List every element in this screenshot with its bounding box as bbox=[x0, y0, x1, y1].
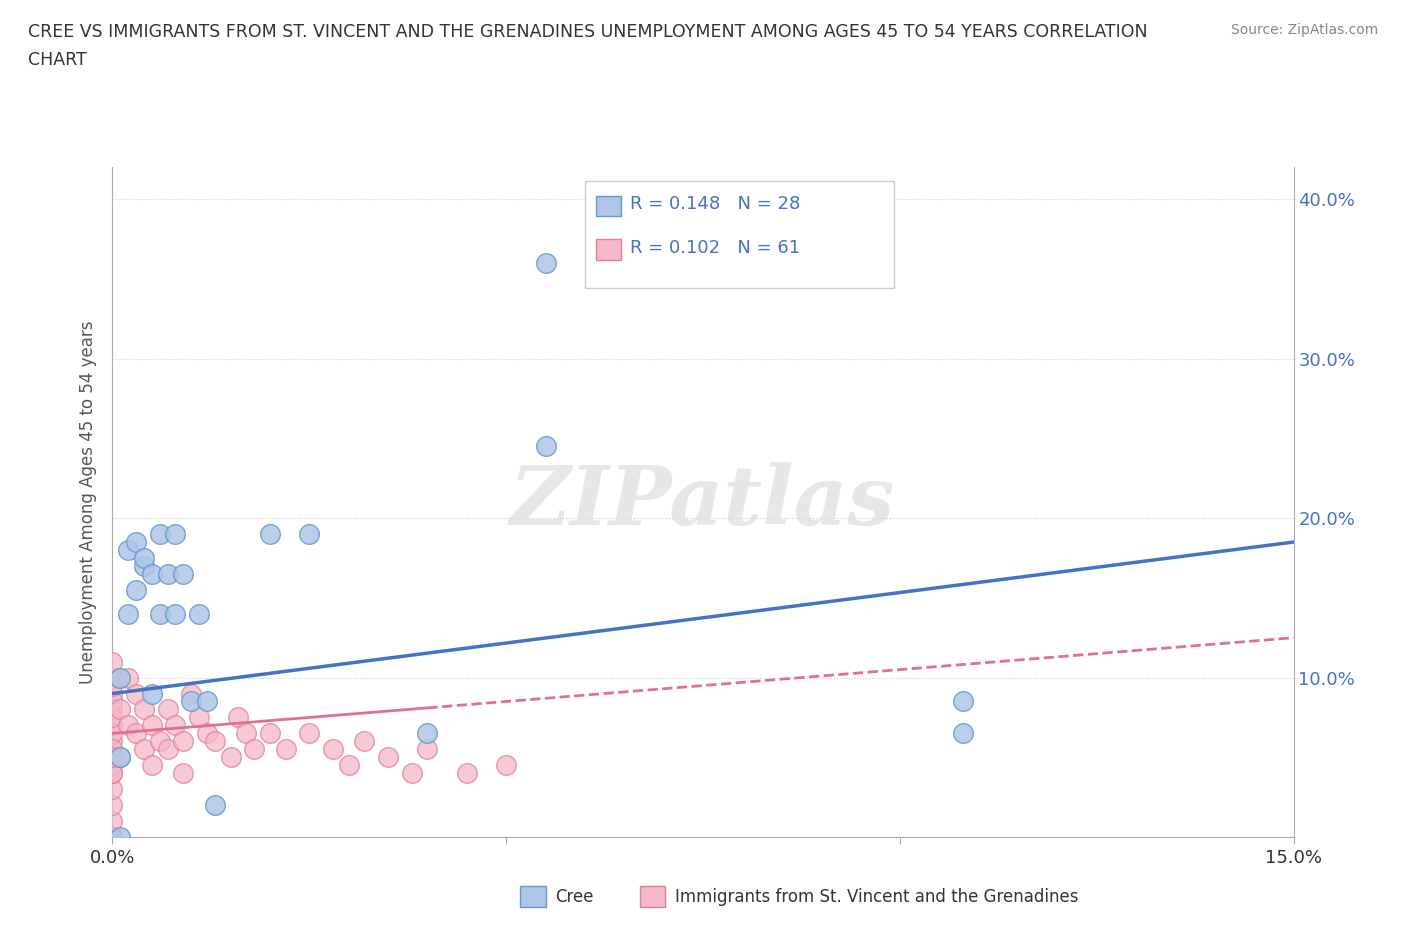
Text: R = 0.102   N = 61: R = 0.102 N = 61 bbox=[630, 239, 800, 257]
Point bbox=[101, 750, 124, 764]
Point bbox=[101, 814, 124, 829]
Point bbox=[952, 726, 974, 741]
Point bbox=[101, 830, 124, 844]
Point bbox=[141, 718, 163, 733]
Point bbox=[188, 710, 211, 724]
Point bbox=[101, 765, 124, 780]
Point bbox=[101, 830, 124, 844]
Point bbox=[416, 742, 439, 757]
Y-axis label: Unemployment Among Ages 45 to 54 years: Unemployment Among Ages 45 to 54 years bbox=[79, 321, 97, 684]
Point bbox=[172, 734, 194, 749]
Point bbox=[156, 702, 179, 717]
Point bbox=[298, 526, 321, 541]
Point bbox=[101, 710, 124, 724]
Point bbox=[101, 671, 124, 685]
Point bbox=[259, 726, 281, 741]
Point bbox=[495, 758, 517, 773]
Point bbox=[101, 694, 124, 709]
Point bbox=[377, 750, 399, 764]
Point bbox=[952, 694, 974, 709]
Point bbox=[274, 742, 297, 757]
Point bbox=[165, 606, 187, 621]
Point bbox=[110, 702, 132, 717]
Point bbox=[337, 758, 360, 773]
Point bbox=[101, 830, 124, 844]
Point bbox=[141, 566, 163, 581]
Point bbox=[172, 566, 194, 581]
Point bbox=[101, 718, 124, 733]
Point bbox=[132, 551, 155, 565]
Point bbox=[180, 686, 202, 701]
Point bbox=[204, 798, 226, 813]
Point bbox=[534, 439, 557, 454]
Point bbox=[110, 750, 132, 764]
Point bbox=[101, 750, 124, 764]
Text: Source: ZipAtlas.com: Source: ZipAtlas.com bbox=[1230, 23, 1378, 37]
Point bbox=[110, 671, 132, 685]
Text: Cree: Cree bbox=[555, 887, 593, 906]
Point bbox=[117, 718, 139, 733]
Point bbox=[156, 566, 179, 581]
Point bbox=[101, 830, 124, 844]
Point bbox=[117, 606, 139, 621]
Point bbox=[172, 765, 194, 780]
Text: ZIPatlas: ZIPatlas bbox=[510, 462, 896, 542]
Point bbox=[101, 782, 124, 797]
Point bbox=[110, 671, 132, 685]
Point bbox=[243, 742, 266, 757]
Point bbox=[101, 830, 124, 844]
Point bbox=[195, 726, 218, 741]
Point bbox=[456, 765, 478, 780]
Point bbox=[125, 686, 148, 701]
Point bbox=[125, 726, 148, 741]
Point bbox=[219, 750, 242, 764]
Point bbox=[101, 678, 124, 693]
Point bbox=[259, 526, 281, 541]
Point bbox=[101, 734, 124, 749]
Point bbox=[141, 758, 163, 773]
Point bbox=[534, 256, 557, 271]
Point bbox=[101, 742, 124, 757]
Point bbox=[101, 726, 124, 741]
Point bbox=[125, 535, 148, 550]
Point bbox=[110, 750, 132, 764]
Point bbox=[101, 758, 124, 773]
Point bbox=[156, 742, 179, 757]
Point bbox=[149, 606, 172, 621]
Point bbox=[132, 742, 155, 757]
Point bbox=[298, 726, 321, 741]
Point bbox=[165, 526, 187, 541]
Point bbox=[235, 726, 257, 741]
Point bbox=[101, 830, 124, 844]
Point bbox=[180, 694, 202, 709]
Text: R = 0.148   N = 28: R = 0.148 N = 28 bbox=[630, 195, 800, 213]
Point bbox=[101, 654, 124, 669]
Point bbox=[322, 742, 344, 757]
Point bbox=[228, 710, 250, 724]
Point bbox=[141, 686, 163, 701]
Point bbox=[132, 702, 155, 717]
Point bbox=[188, 606, 211, 621]
Text: CREE VS IMMIGRANTS FROM ST. VINCENT AND THE GRENADINES UNEMPLOYMENT AMONG AGES 4: CREE VS IMMIGRANTS FROM ST. VINCENT AND … bbox=[28, 23, 1147, 41]
Point bbox=[101, 765, 124, 780]
Point bbox=[117, 542, 139, 557]
Point bbox=[149, 734, 172, 749]
Point bbox=[401, 765, 423, 780]
Point bbox=[165, 718, 187, 733]
Point bbox=[110, 830, 132, 844]
Point bbox=[101, 686, 124, 701]
Point bbox=[195, 694, 218, 709]
Point bbox=[101, 798, 124, 813]
Point bbox=[117, 671, 139, 685]
Point bbox=[204, 734, 226, 749]
Point bbox=[125, 582, 148, 597]
Text: Immigrants from St. Vincent and the Grenadines: Immigrants from St. Vincent and the Gren… bbox=[675, 887, 1078, 906]
Point bbox=[132, 559, 155, 574]
Point bbox=[101, 702, 124, 717]
Point bbox=[149, 526, 172, 541]
Point bbox=[353, 734, 375, 749]
Point bbox=[416, 726, 439, 741]
Text: CHART: CHART bbox=[28, 51, 87, 69]
